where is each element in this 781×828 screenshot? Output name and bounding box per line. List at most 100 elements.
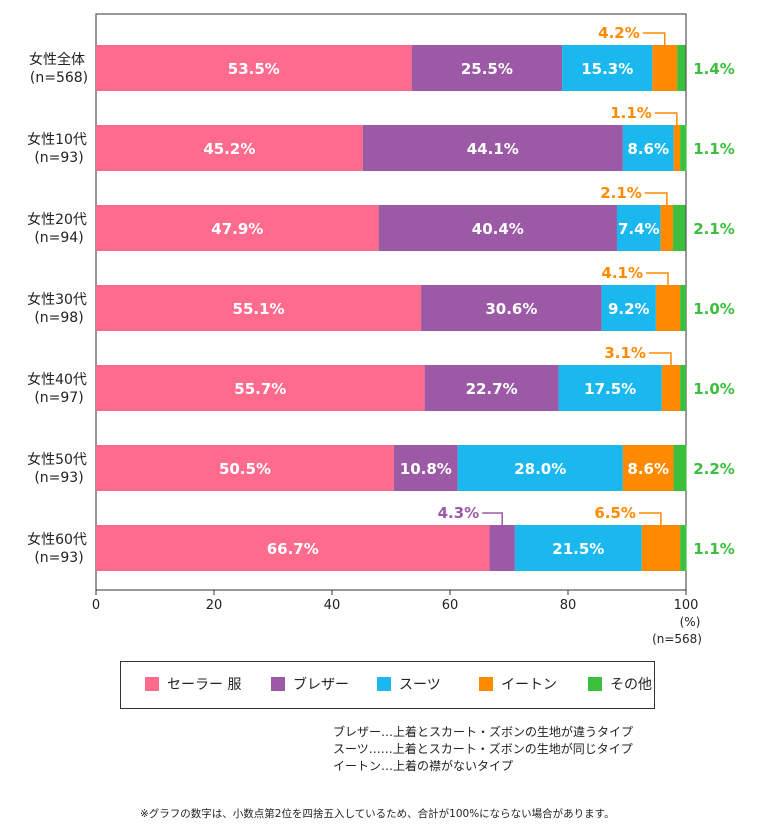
callout-label: 1.1% <box>610 104 652 122</box>
bar-segment <box>673 445 687 491</box>
callout-leader <box>638 512 662 525</box>
data-label: 30.6% <box>485 300 537 318</box>
data-label: 66.7% <box>267 540 319 558</box>
callout-leader <box>648 352 672 365</box>
data-label: 55.7% <box>234 380 286 398</box>
data-label: 25.5% <box>461 60 513 78</box>
definition-eton: イートン…上着の襟がないタイプ <box>333 759 514 773</box>
callout-leader <box>644 192 668 205</box>
bar-segment <box>362 125 623 171</box>
legend-item: イートン <box>479 676 557 694</box>
bar-segment <box>424 365 559 411</box>
data-label: 47.9% <box>211 220 263 238</box>
callout-label: 2.1% <box>600 184 642 202</box>
category-label: 女性50代 <box>27 451 87 468</box>
bar-segment <box>660 205 674 251</box>
footnote: ※グラフの数字は、小数点第2位を四捨五入しているため、合計が100%にならない場… <box>140 808 615 820</box>
category-n-label: (n=93) <box>34 470 83 486</box>
bar-segment <box>601 285 656 331</box>
bar-segment <box>489 525 515 571</box>
bar-segment <box>680 125 687 171</box>
data-label: 40.4% <box>472 220 524 238</box>
other-label: 1.4% <box>693 60 735 78</box>
callout-label: 6.5% <box>594 504 636 522</box>
x-tick-label: 0 <box>92 598 100 613</box>
x-unit-label: (%) <box>680 615 701 629</box>
bar-segment <box>96 445 394 491</box>
callout-leader <box>642 32 666 45</box>
callout-leader <box>482 512 503 525</box>
x-tick-label: 100 <box>674 598 699 613</box>
bar-segment <box>673 125 681 171</box>
bar-segment <box>680 285 686 331</box>
legend-label: イートン <box>501 677 557 693</box>
legend-swatch <box>588 677 602 691</box>
legend-swatch <box>479 677 493 691</box>
bar-segment <box>680 365 686 411</box>
category-n-label: (n=94) <box>34 230 83 246</box>
x-tick-label: 80 <box>560 598 577 613</box>
data-label: 17.5% <box>584 380 636 398</box>
legend-item: その他 <box>588 676 652 694</box>
bar-segment <box>677 45 686 91</box>
legend-item: ブレザー <box>271 676 349 694</box>
other-label: 1.1% <box>693 140 735 158</box>
bar-segment <box>641 525 681 571</box>
category-n-label: (n=93) <box>34 550 83 566</box>
category-label: 女性30代 <box>27 291 87 308</box>
bar-segment <box>96 45 412 91</box>
legend-item: スーツ <box>377 676 441 694</box>
bar-segment <box>96 285 422 331</box>
x-tick-label: 60 <box>442 598 459 613</box>
callout-leader <box>646 272 669 285</box>
other-label: 1.0% <box>693 300 735 318</box>
legend: セーラー 服 ブレザー スーツ イートン その他 <box>120 661 655 709</box>
callout-label: 4.1% <box>601 264 643 282</box>
callout-label: 4.3% <box>438 504 480 522</box>
x-tick-label: 20 <box>206 598 223 613</box>
bar-segment <box>661 365 681 411</box>
data-label: 22.7% <box>466 380 518 398</box>
category-label: 女性20代 <box>27 211 87 228</box>
bar-segment <box>96 365 425 411</box>
data-label: 7.4% <box>618 220 660 238</box>
callout-label: 3.1% <box>604 344 646 362</box>
legend-label: セーラー 服 <box>167 677 242 693</box>
x-axis-note: (n=568) <box>652 632 702 646</box>
bar-segment <box>558 365 662 411</box>
other-label: 1.1% <box>693 540 735 558</box>
bar-segment <box>378 205 617 251</box>
data-label: 10.8% <box>400 460 452 478</box>
data-label: 44.1% <box>467 140 519 158</box>
bar-segment <box>673 205 686 251</box>
data-label: 28.0% <box>514 460 566 478</box>
bar-segment <box>96 125 363 171</box>
data-label: 21.5% <box>552 540 604 558</box>
bar-segment <box>622 445 674 491</box>
bar-segment <box>421 285 602 331</box>
category-label: 女性全体 <box>29 51 85 68</box>
category-label: 女性40代 <box>27 371 87 388</box>
x-tick-label: 40 <box>324 598 341 613</box>
category-label: 女性10代 <box>27 131 87 148</box>
data-label: 15.3% <box>581 60 633 78</box>
data-label: 45.2% <box>203 140 255 158</box>
bar-segment <box>457 445 623 491</box>
data-label: 8.6% <box>627 140 669 158</box>
callout-label: 4.2% <box>598 24 640 42</box>
category-n-label: (n=568) <box>30 70 88 86</box>
other-label: 1.0% <box>693 380 735 398</box>
definition-suit: スーツ……上着とスカート・ズボンの生地が同じタイプ <box>333 742 633 756</box>
bar-segment <box>514 525 642 571</box>
bar-segment <box>652 45 678 91</box>
stacked-bar-chart: 0 20 40 60 80 100 (%) (n=568) 女性全体 (n=568) 53.5% 25… <box>27 13 735 646</box>
legend-item: セーラー 服 <box>145 676 241 694</box>
legend-label: スーツ <box>399 677 441 693</box>
legend-swatch <box>145 677 159 691</box>
data-label: 50.5% <box>219 460 271 478</box>
category-label: 女性60代 <box>27 531 87 548</box>
data-label: 55.1% <box>233 300 285 318</box>
definition-blazer: ブレザー…上着とスカート・ズボンの生地が違うタイプ <box>333 725 634 739</box>
bar-segment <box>616 205 661 251</box>
category-n-label: (n=98) <box>34 310 83 326</box>
